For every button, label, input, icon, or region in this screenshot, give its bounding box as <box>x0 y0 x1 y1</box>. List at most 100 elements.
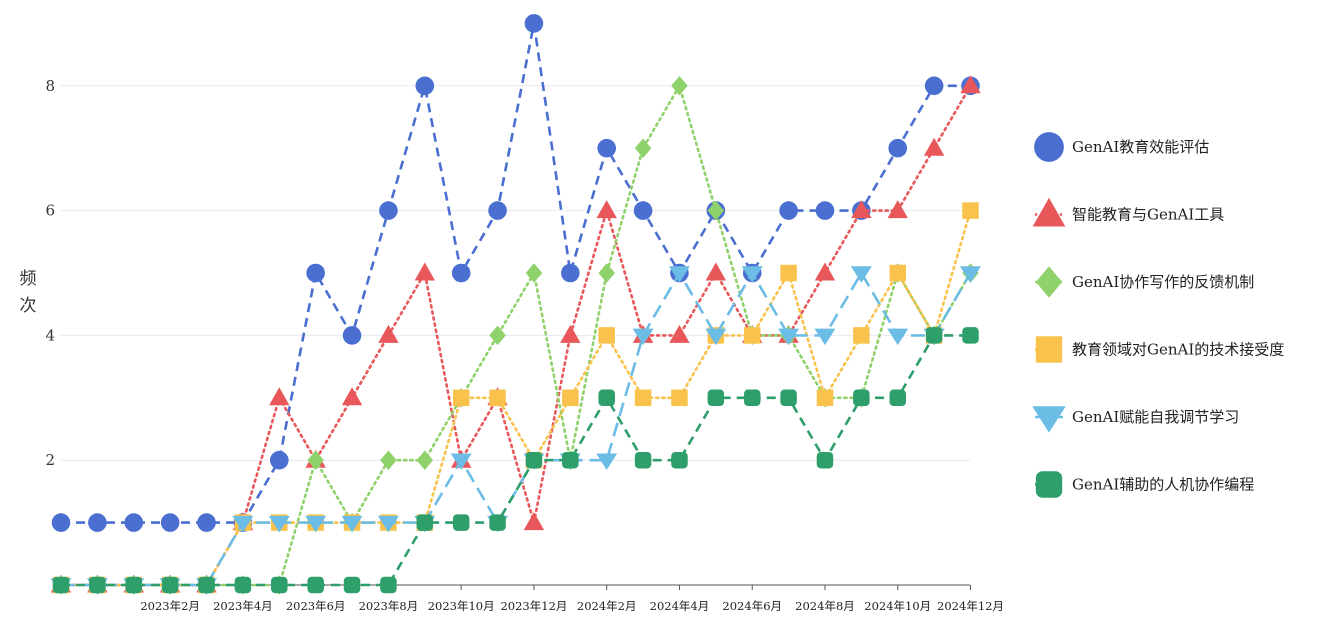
x-tick-label: 2024年6月 <box>722 599 782 613</box>
y-axis-label-char: 次 <box>20 296 37 316</box>
data-point <box>707 389 725 407</box>
data-point <box>416 514 434 531</box>
x-tick-label: 2023年4月 <box>213 599 273 613</box>
data-point <box>197 513 216 532</box>
data-point <box>960 75 981 94</box>
data-point <box>560 324 581 343</box>
data-point <box>414 262 435 281</box>
data-point <box>925 327 943 344</box>
data-point <box>887 328 909 346</box>
legend-label: GenAI赋能自我调节学习 <box>1072 408 1239 426</box>
x-tick-label: 2024年10月 <box>864 599 931 613</box>
data-point <box>923 137 945 156</box>
x-tick-label: 2023年8月 <box>359 599 419 613</box>
data-point <box>342 326 362 345</box>
data-point <box>271 576 288 594</box>
data-point <box>889 389 906 407</box>
legend-label: GenAI协作写作的反馈机制 <box>1072 273 1254 291</box>
data-point <box>451 263 471 283</box>
data-point <box>524 14 544 33</box>
legend-marker <box>1032 197 1066 227</box>
data-point <box>232 515 254 533</box>
data-point <box>633 201 653 220</box>
x-tick-label: 2024年8月 <box>795 599 855 613</box>
data-point <box>596 453 618 470</box>
data-point <box>268 515 290 533</box>
legend-label: 智能教育与GenAI工具 <box>1072 206 1224 224</box>
grid-lines <box>61 85 970 461</box>
data-point <box>380 576 397 594</box>
series-0 <box>51 14 980 532</box>
data-point <box>305 515 327 533</box>
data-point <box>341 515 363 533</box>
data-point <box>851 200 872 219</box>
series-line <box>61 22 971 524</box>
legend-label: GenAI教育效能评估 <box>1072 138 1209 156</box>
data-point <box>816 451 834 469</box>
data-point <box>452 389 470 407</box>
data-point <box>671 451 688 469</box>
data-point <box>598 327 615 344</box>
data-point <box>634 138 652 158</box>
data-point <box>380 450 397 470</box>
data-point <box>705 328 727 346</box>
data-point <box>124 513 144 532</box>
data-point <box>562 451 579 469</box>
x-tick-label: 2023年6月 <box>286 599 346 613</box>
data-point <box>523 512 545 531</box>
y-tick-label: 8 <box>45 77 55 95</box>
legend-item: GenAI赋能自我调节学习 <box>1032 406 1239 433</box>
data-point <box>707 200 725 221</box>
data-point <box>488 201 507 220</box>
data-point <box>341 387 363 406</box>
data-point <box>198 576 215 594</box>
data-point <box>632 328 654 346</box>
data-point <box>562 389 579 407</box>
data-point <box>596 200 617 219</box>
data-point <box>306 263 325 283</box>
legend-item: 教育领域对GenAI的技术接受度 <box>1035 336 1284 363</box>
data-point <box>779 201 798 220</box>
data-point <box>962 327 979 344</box>
legend-marker <box>1035 336 1063 363</box>
legend-item: GenAI辅助的人机协作编程 <box>1035 471 1254 498</box>
y-tick-label: 4 <box>45 326 55 344</box>
data-point <box>671 389 688 407</box>
legend-label: GenAI辅助的人机协作编程 <box>1072 476 1254 494</box>
data-point <box>816 389 834 407</box>
data-point <box>125 576 143 594</box>
data-point <box>525 263 543 283</box>
data-point <box>89 576 106 594</box>
data-point <box>924 76 944 96</box>
data-point <box>450 453 472 470</box>
data-point <box>853 389 870 407</box>
data-point <box>815 201 835 220</box>
y-tick-label: 2 <box>45 451 55 469</box>
x-tick-label: 2023年2月 <box>140 599 200 613</box>
data-point <box>343 576 361 594</box>
data-point <box>307 576 324 594</box>
legend-marker <box>1035 266 1063 298</box>
legend-item: GenAI协作写作的反馈机制 <box>1035 266 1254 298</box>
data-point <box>634 451 652 469</box>
legend-label: 教育领域对GenAI的技术接受度 <box>1072 341 1284 359</box>
data-point <box>415 76 435 96</box>
data-point <box>671 76 688 96</box>
x-tick-label: 2023年12月 <box>500 599 567 613</box>
data-point <box>743 389 761 407</box>
data-point <box>51 513 71 532</box>
data-point <box>887 200 908 219</box>
legend-marker <box>1032 406 1066 433</box>
legend-marker <box>1035 471 1063 498</box>
data-point <box>160 513 180 532</box>
data-point <box>525 451 543 469</box>
data-point <box>962 202 979 219</box>
data-point <box>741 266 763 283</box>
x-axis: 2023年2月 2023年4月 2023年6月 2023年8月 2023年10月 2023… <box>61 584 1004 613</box>
data-point <box>780 264 797 282</box>
legend-item: 智能教育与GenAI工具 <box>1032 197 1224 227</box>
x-tick-label: 2024年2月 <box>577 599 637 613</box>
data-point <box>379 201 398 220</box>
